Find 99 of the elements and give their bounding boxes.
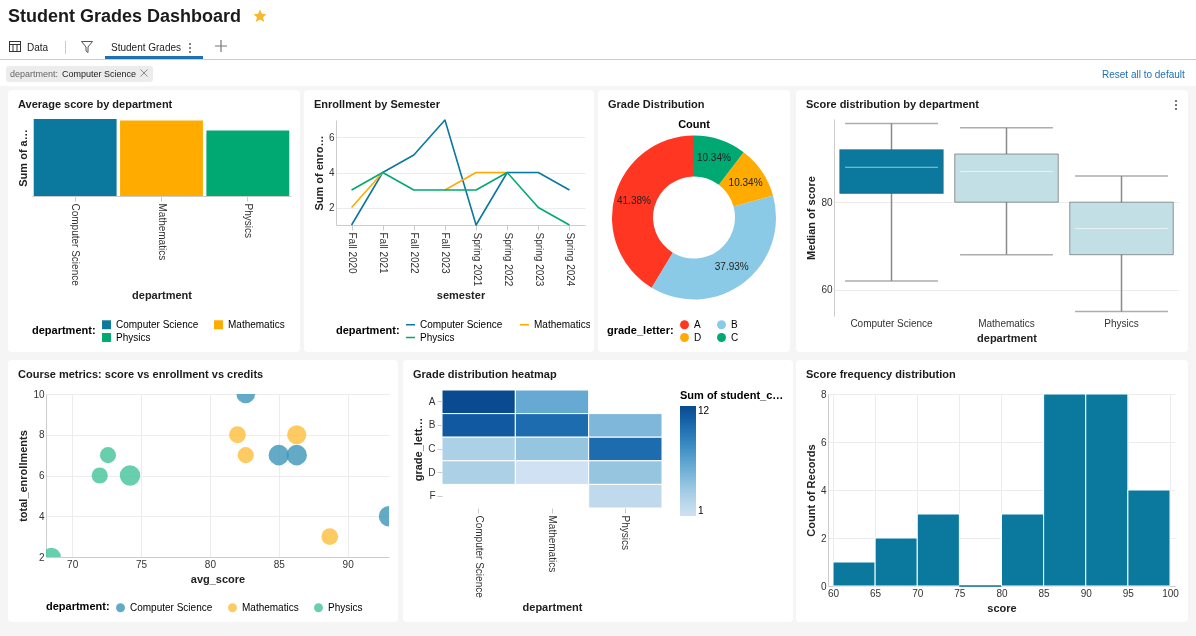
legend-label: Mathematics [242,601,299,613]
y-tick-label: 8 [38,429,45,441]
legend-label: Physics [328,601,363,613]
y-tick-label: 10 [33,388,45,400]
y-tick-label: F [429,490,436,502]
x-axis-title: department [132,288,193,301]
legend-title: department: [32,324,96,336]
legend-title: grade_letter: [607,324,674,336]
x-tick-label: Computer Science [850,317,934,329]
y-tick-label: 4 [820,484,827,496]
legend-label: D [694,331,702,343]
y-tick-label: A [428,395,436,407]
line-series [350,171,571,226]
x-tick-label: 85 [1038,587,1051,599]
data-label: 10.34% [696,152,731,164]
x-tick-label: 100 [1162,587,1180,599]
chart-title: Score frequency distribution [806,368,956,380]
x-axis-title: avg_score [190,572,246,585]
legend-title: department: [336,324,400,336]
x-tick-label: Fall 2020 [347,232,359,275]
x-tick-label: Fall 2021 [378,232,390,275]
x-tick-label: Computer Science [70,203,82,287]
y-tick-label: 8 [820,388,827,400]
y-tick-label: 2 [328,202,335,213]
x-tick-label: Fall 2023 [440,232,452,275]
x-axis-title: score [987,601,1017,614]
y-tick-label: 2 [38,551,45,563]
y-tick-label: C [428,443,436,454]
color-bar-title: Sum of student_c… [680,389,784,401]
x-tick-label: 90 [342,558,355,570]
y-axis-title: Median of score [805,176,818,260]
x-tick-label: 75 [954,587,966,599]
text: Computer Science [62,69,137,79]
text: Reset all to default [1102,69,1185,80]
data-label: 41.38% [616,194,652,206]
x-tick-label: Spring 2021 [471,232,483,287]
text: Data [27,42,49,53]
x-tick-label: 80 [204,558,217,570]
text: department: [10,69,59,79]
x-axis-title: department [977,331,1038,344]
legend-label: A [694,318,701,330]
y-tick-label: 4 [328,167,335,178]
x-tick-label: 75 [135,558,148,570]
x-axis-title: semester [436,289,486,302]
x-tick-label: Spring 2022 [502,232,514,287]
x-tick-label: Mathematics [978,317,1035,329]
y-tick-label: 6 [38,470,45,481]
data-label: 10.34% [728,176,763,188]
chart-title: Grade distribution heatmap [413,368,557,380]
chart-title: Average score by department [18,98,173,110]
x-tick-label: 70 [67,558,79,570]
y-axis-title: Count of Records [804,444,817,537]
x-tick-label: 90 [1080,587,1093,599]
donut-slice [651,195,776,300]
x-tick-label: Spring 2023 [533,232,545,287]
line-series [350,119,571,226]
x-tick-label: Computer Science [473,515,485,599]
y-axis-title: grade_lett… [412,417,425,482]
x-tick-label: Physics [242,203,254,238]
x-tick-label: Physics [620,515,632,550]
legend-label: C [731,331,739,343]
chart-title: Grade Distribution [608,98,705,110]
y-tick-label: 60 [821,284,833,296]
chart-subtitle: Count [678,118,711,130]
y-tick-label: D [428,466,436,478]
x-axis-title: department [522,600,583,613]
x-tick-label: 65 [870,587,882,599]
y-tick-label: 6 [820,436,827,448]
chart-title: Score distribution by department [806,98,979,110]
chart-title: Enrollment by Semester [314,98,440,110]
donut-slice [612,135,694,288]
chart-title: Course metrics: score vs enrollment vs credits [18,368,264,380]
y-tick-label: 0 [820,580,827,592]
x-tick-label: 70 [912,587,924,599]
text: Student Grades [111,42,182,53]
y-axis-title: Sum of enro… [312,135,325,211]
x-tick-label: 80 [996,587,1008,599]
x-tick-label: Fall 2022 [409,232,421,275]
y-tick-label: 4 [38,510,45,522]
text: Student Grades Dashboard [8,6,242,27]
legend-label: Computer Science [130,601,213,613]
y-axis-title: total_enrollments [17,430,30,522]
legend-title: department: [46,600,110,612]
x-tick-label: Mathematics [547,515,558,573]
x-tick-label: Mathematics [156,203,168,261]
y-tick-label: 6 [328,132,335,143]
x-tick-label: 85 [273,558,286,570]
x-tick-label: Spring 2024 [564,232,576,287]
color-bar-label: 1 [698,505,704,516]
y-tick-label: B [428,419,436,431]
x-tick-label: Physics [1104,317,1139,329]
x-tick-label: 95 [1122,587,1135,599]
legend-label: Physics [116,331,151,343]
y-axis-title: Sum of a… [16,129,29,187]
color-bar-label: 12 [698,405,710,416]
legend-label: B [731,318,738,330]
legend-label: Physics [420,331,455,343]
data-label: 37.93% [714,261,749,273]
y-tick-label: 2 [820,532,827,544]
